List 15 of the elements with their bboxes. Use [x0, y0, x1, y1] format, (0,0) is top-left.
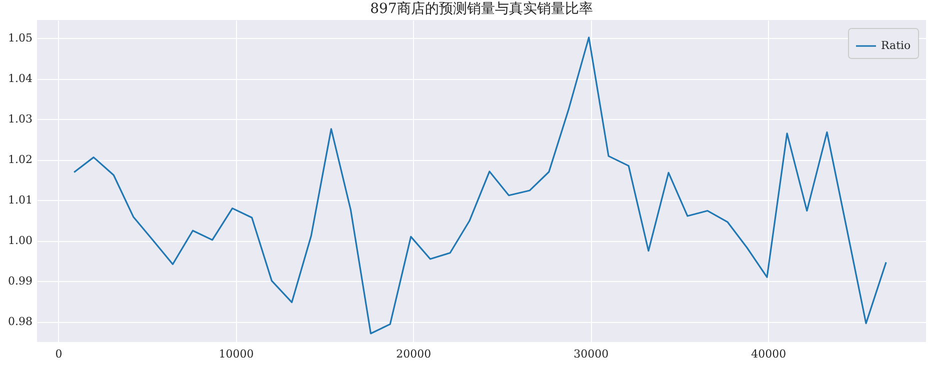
chart-title: 897商店的预测销量与真实销量比率 — [370, 1, 593, 17]
legend-label: Ratio — [881, 39, 912, 52]
y-tick-label: 1.04 — [8, 72, 32, 86]
y-tick-label: 1.00 — [8, 234, 32, 248]
x-tick-label: 40000 — [751, 348, 786, 360]
y-tick-label: 1.02 — [8, 153, 32, 166]
x-tick-label: 30000 — [574, 348, 609, 360]
y-tick-label: 1.03 — [8, 112, 32, 126]
y-tick-label: 0.99 — [8, 274, 32, 288]
y-tick-label: 1.01 — [8, 194, 32, 207]
x-tick-label: 20000 — [396, 348, 432, 360]
y-tick-label: 0.98 — [8, 315, 32, 328]
x-tick-label: 0 — [55, 348, 62, 360]
x-tick-label: 10000 — [218, 348, 254, 360]
y-tick-label: 1.05 — [8, 32, 32, 45]
